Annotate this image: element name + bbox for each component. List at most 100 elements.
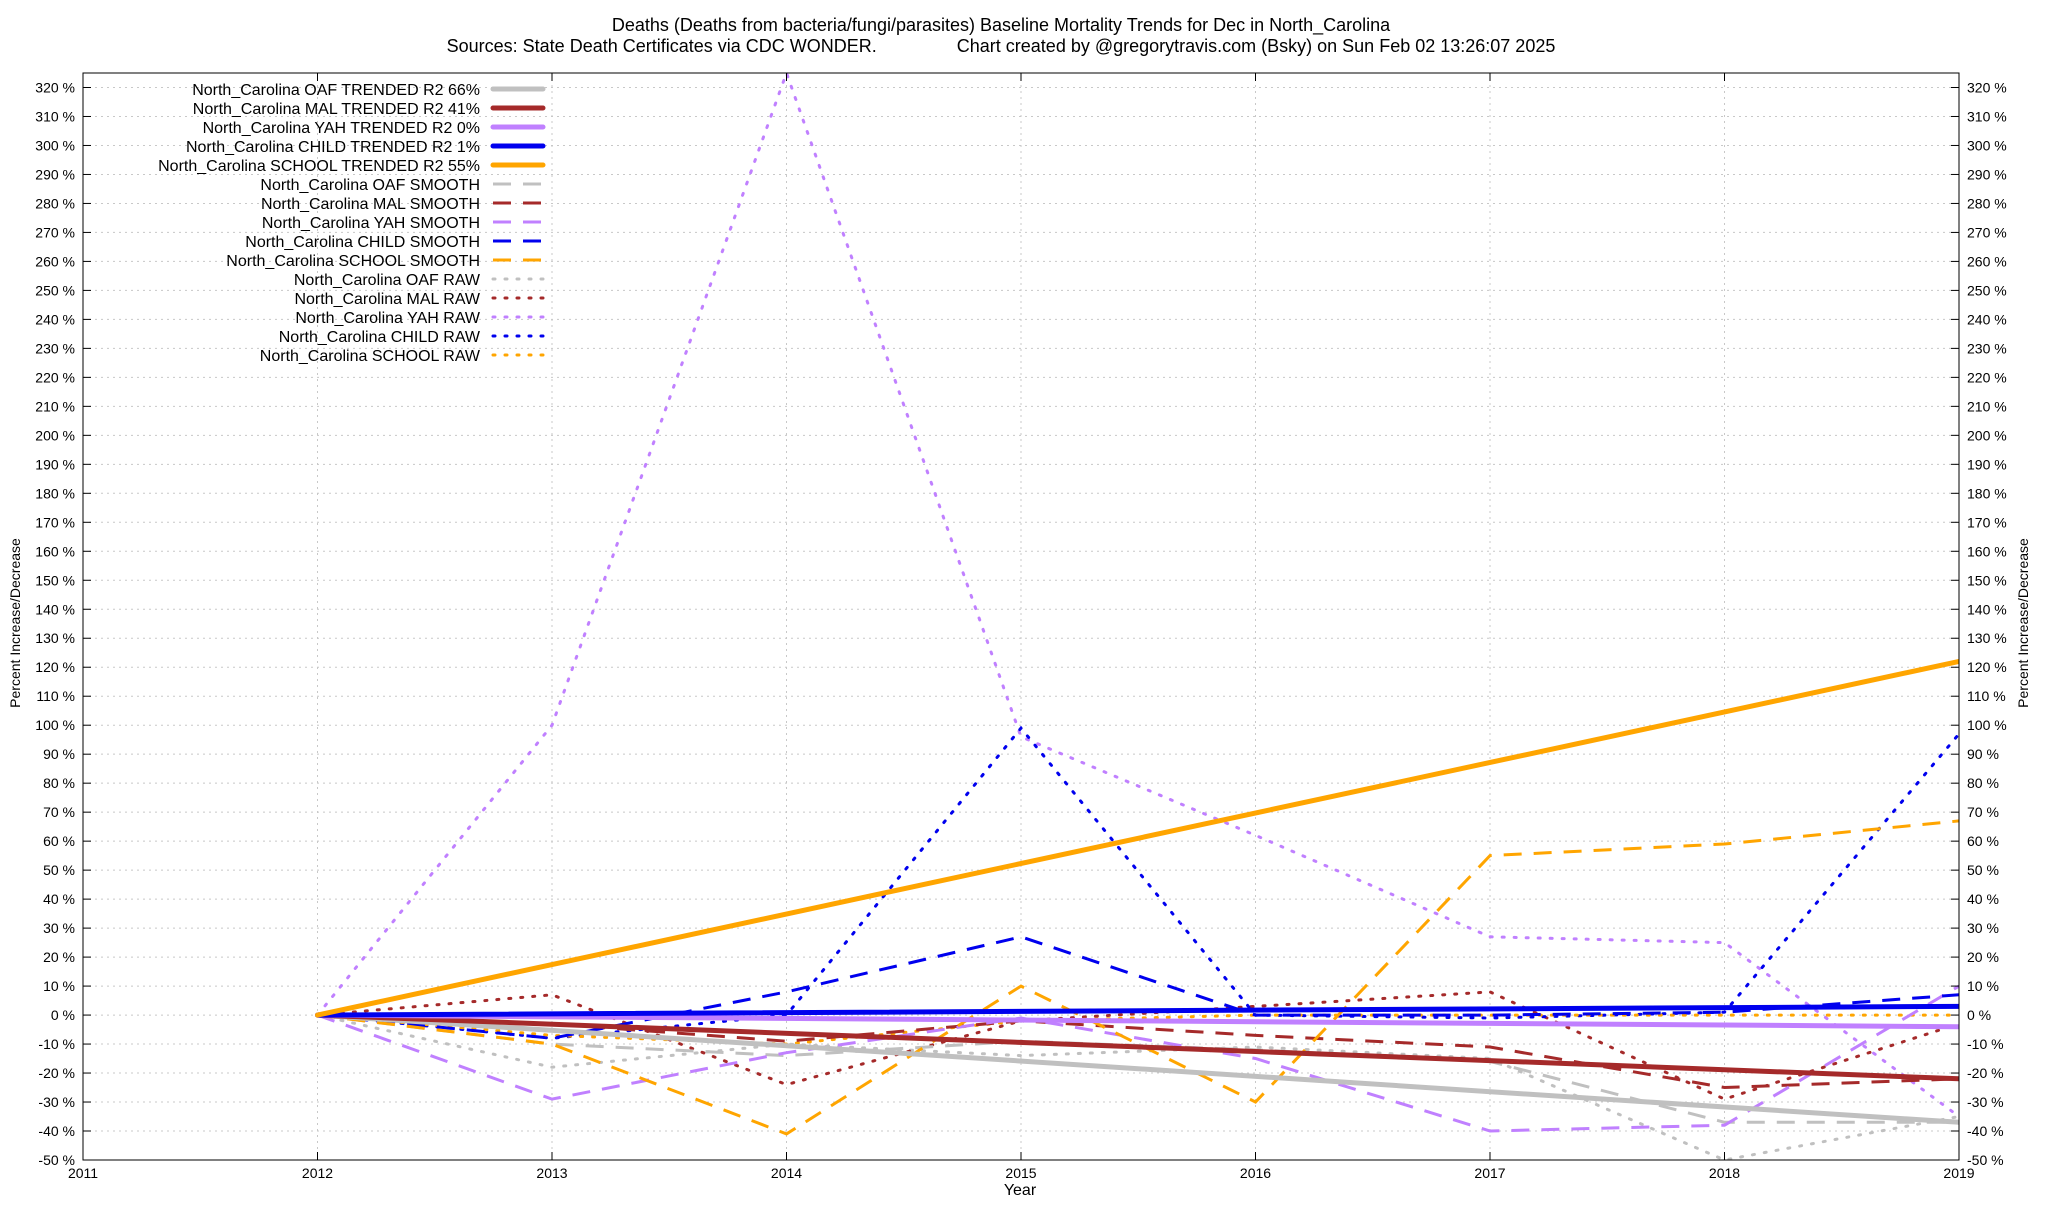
legend-label: North_Carolina YAH TRENDED R2 0% <box>203 120 480 137</box>
y-tick-label-right: -10 % <box>1967 1036 2004 1052</box>
y-tick-label: 240 % <box>35 311 75 327</box>
y-tick-label: 90 % <box>43 746 75 762</box>
y-tick-label-right: 110 % <box>1967 688 2006 704</box>
y-tick-label: -50 % <box>38 1152 75 1168</box>
legend-label: North_Carolina SCHOOL SMOOTH <box>226 253 480 270</box>
legend-label: North_Carolina MAL SMOOTH <box>261 196 480 213</box>
y-tick-label: 230 % <box>35 340 75 356</box>
y-tick-label-right: -40 % <box>1967 1123 2004 1139</box>
legend-label: North_Carolina CHILD RAW <box>279 329 481 346</box>
x-tick-label: 2019 <box>1943 1165 1974 1181</box>
x-tick-label: 2013 <box>536 1165 567 1181</box>
y-tick-label: 250 % <box>35 282 75 298</box>
y-tick-label: 10 % <box>43 978 75 994</box>
axis-ticks: -50 % -50 % -40 % -40 % -30 % -30 % -20 % -20 %… <box>35 73 2007 1181</box>
series-line-child-raw <box>316 725 1959 1040</box>
y-tick-label: 140 % <box>35 601 75 617</box>
y-tick-label-right: 270 % <box>1967 224 2007 240</box>
y-tick-label: 220 % <box>35 369 75 385</box>
x-tick-label: 2016 <box>1240 1165 1271 1181</box>
y-tick-label-right: 130 % <box>1967 630 2007 646</box>
y-tick-label-right: 90 % <box>1967 746 1999 762</box>
y-tick-label-right: 80 % <box>1967 775 1999 791</box>
series-line-oaf-raw <box>316 1013 1959 1160</box>
y-tick-label-right: 100 % <box>1967 717 2007 733</box>
y-tick-label: 260 % <box>35 253 75 269</box>
legend-label: North_Carolina MAL RAW <box>294 291 480 308</box>
y-tick-label-right: 70 % <box>1967 804 1999 820</box>
y-tick-label: 310 % <box>35 108 75 124</box>
series-line-school-smooth <box>317 819 1959 1136</box>
y-tick-label-right: 170 % <box>1967 514 2007 530</box>
legend: North_Carolina OAF TRENDED R2 66% North_C… <box>158 82 546 365</box>
y-tick-label-right: 280 % <box>1967 195 2007 211</box>
series-lines <box>315 73 1959 1160</box>
x-tick-label: 2012 <box>302 1165 333 1181</box>
y-axis-label: Percent Increase/Decrease <box>7 538 23 708</box>
chart-title-line1: Deaths (Deaths from bacteria/fungi/paras… <box>612 15 1391 36</box>
y-tick-label: 50 % <box>43 862 75 878</box>
series-line-yah-smooth <box>316 984 1959 1133</box>
y-tick-label: 270 % <box>35 224 75 240</box>
series-line-yah-raw <box>316 73 1959 1118</box>
y-tick-label: 150 % <box>35 572 75 588</box>
series-line-school-trend <box>315 658 1959 1018</box>
y-tick-label: 170 % <box>35 514 75 530</box>
y-tick-label-right: 20 % <box>1967 949 1999 965</box>
x-tick-label: 2017 <box>1474 1165 1505 1181</box>
y-tick-label: 40 % <box>43 891 75 907</box>
y-tick-label: 200 % <box>35 427 75 443</box>
legend-label: North_Carolina OAF RAW <box>294 272 481 289</box>
y-tick-label-right: 0 % <box>1967 1007 1991 1023</box>
y-tick-label: 180 % <box>35 485 75 501</box>
y-tick-label: 190 % <box>35 456 75 472</box>
y-tick-label: -30 % <box>38 1094 75 1110</box>
legend-label: North_Carolina YAH SMOOTH <box>262 215 480 232</box>
y-tick-label-right: 60 % <box>1967 833 1999 849</box>
y-tick-label-right: 210 % <box>1967 398 2007 414</box>
y-tick-label-right: 310 % <box>1967 108 2007 124</box>
y-tick-label-right: 150 % <box>1967 572 2007 588</box>
y-tick-label: 60 % <box>43 833 75 849</box>
y-tick-label-right: 160 % <box>1967 543 2007 559</box>
y-tick-label-right: -50 % <box>1967 1152 2004 1168</box>
x-tick-label: 2015 <box>1005 1165 1036 1181</box>
series-line-oaf-trend <box>315 1012 1959 1125</box>
y-tick-label: 300 % <box>35 137 75 153</box>
y-tick-label-right: 50 % <box>1967 862 1999 878</box>
y-tick-label-right: 120 % <box>1967 659 2007 675</box>
y-tick-label-right: 200 % <box>1967 427 2007 443</box>
y-tick-label-right: 240 % <box>1967 311 2007 327</box>
y-tick-label: -20 % <box>38 1065 75 1081</box>
y-tick-label-right: 40 % <box>1967 891 1999 907</box>
y-tick-label-right: 290 % <box>1967 166 2007 182</box>
legend-label: North_Carolina YAH RAW <box>295 310 481 327</box>
y-tick-label: 120 % <box>35 659 75 675</box>
y-tick-label-right: 220 % <box>1967 369 2007 385</box>
y-tick-label: 110 % <box>36 688 75 704</box>
y-tick-label: 0 % <box>51 1007 75 1023</box>
y-tick-label-right: 250 % <box>1967 282 2007 298</box>
y-tick-label: 290 % <box>35 166 75 182</box>
y-tick-label: 20 % <box>43 949 75 965</box>
y-tick-label: 70 % <box>43 804 75 820</box>
legend-label: North_Carolina MAL TRENDED R2 41% <box>193 101 480 118</box>
legend-label: North_Carolina OAF SMOOTH <box>260 177 480 194</box>
legend-label: North_Carolina OAF TRENDED R2 66% <box>192 82 480 99</box>
series-line-child-trend <box>315 1003 1959 1018</box>
x-tick-label: 2014 <box>771 1165 802 1181</box>
y-tick-label-right: 230 % <box>1967 340 2007 356</box>
legend-label: North_Carolina CHILD SMOOTH <box>245 234 480 251</box>
x-axis-label: Year <box>1004 1182 1037 1199</box>
y-tick-label-right: -30 % <box>1967 1094 2004 1110</box>
y-tick-label-right: 320 % <box>1967 79 2007 95</box>
y-tick-label: 320 % <box>35 79 75 95</box>
y-tick-label: 80 % <box>43 775 75 791</box>
y-tick-label-right: 140 % <box>1967 601 2007 617</box>
y-tick-label-right: 10 % <box>1967 978 1999 994</box>
y-tick-label: 130 % <box>35 630 75 646</box>
y-tick-label: 210 % <box>35 398 75 414</box>
y-tick-label-right: 260 % <box>1967 253 2007 269</box>
